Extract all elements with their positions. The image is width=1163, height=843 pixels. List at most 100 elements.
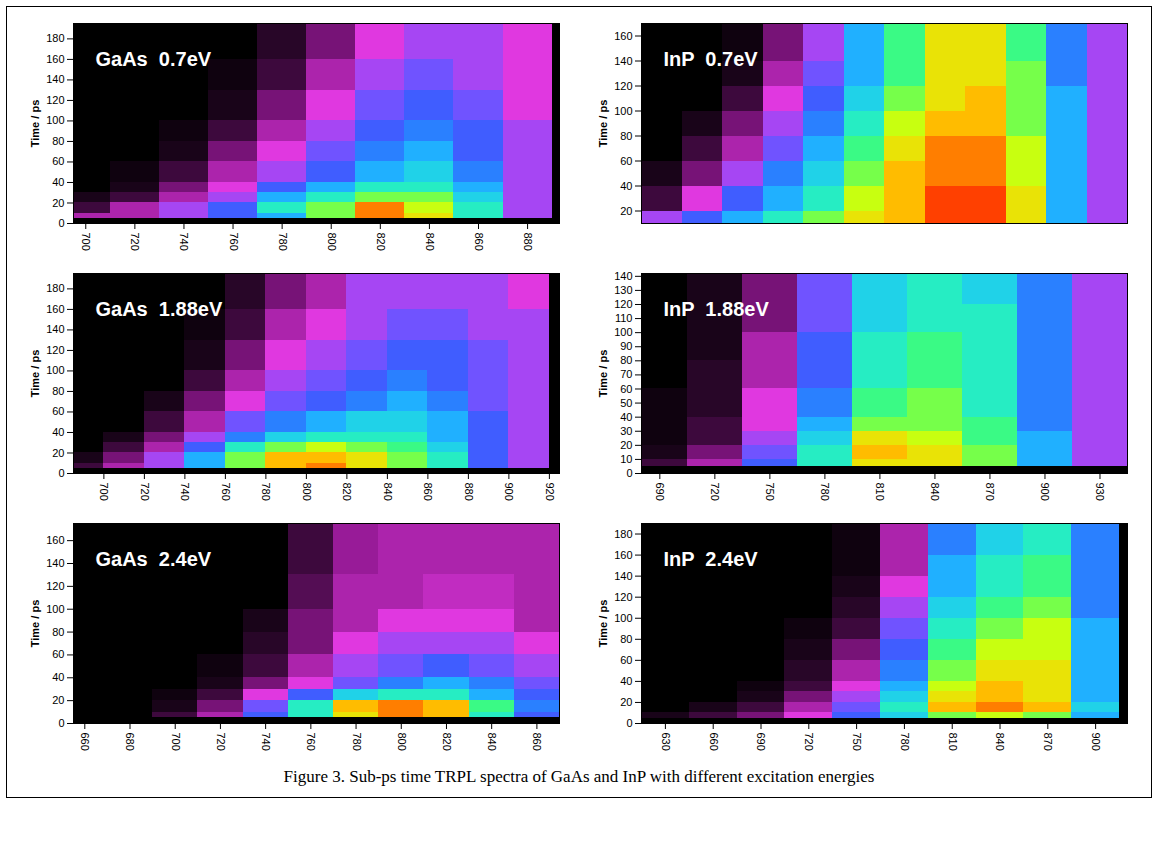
svg-text:60: 60 bbox=[620, 383, 632, 395]
svg-text:160: 160 bbox=[614, 30, 632, 42]
svg-text:140: 140 bbox=[614, 55, 632, 67]
svg-text:Time / ps: Time / ps bbox=[597, 600, 609, 647]
svg-text:20: 20 bbox=[620, 696, 632, 708]
svg-text:100: 100 bbox=[46, 603, 64, 615]
svg-text:780: 780 bbox=[899, 733, 911, 751]
svg-text:740: 740 bbox=[178, 233, 190, 251]
svg-text:870: 870 bbox=[984, 483, 996, 501]
svg-text:80: 80 bbox=[52, 385, 64, 397]
svg-text:740: 740 bbox=[179, 483, 191, 501]
svg-text:20: 20 bbox=[52, 694, 64, 706]
svg-text:700: 700 bbox=[170, 733, 182, 751]
svg-text:0: 0 bbox=[626, 467, 632, 479]
svg-text:80: 80 bbox=[52, 135, 64, 147]
svg-text:100: 100 bbox=[46, 364, 64, 376]
svg-text:40: 40 bbox=[52, 671, 64, 683]
svg-text:120: 120 bbox=[614, 80, 632, 92]
svg-text:880: 880 bbox=[522, 233, 534, 251]
svg-text:750: 750 bbox=[764, 483, 776, 501]
svg-text:880: 880 bbox=[463, 483, 475, 501]
svg-text:800: 800 bbox=[396, 733, 408, 751]
svg-text:840: 840 bbox=[929, 483, 941, 501]
svg-text:100: 100 bbox=[46, 114, 64, 126]
svg-text:Time / ps: Time / ps bbox=[29, 600, 41, 647]
svg-text:InP 0.7eV: InP 0.7eV bbox=[664, 48, 759, 70]
svg-text:20: 20 bbox=[52, 447, 64, 459]
svg-text:120: 120 bbox=[46, 580, 64, 592]
svg-text:760: 760 bbox=[305, 733, 317, 751]
svg-text:740: 740 bbox=[260, 733, 272, 751]
svg-text:140: 140 bbox=[46, 557, 64, 569]
svg-text:860: 860 bbox=[422, 483, 434, 501]
svg-text:40: 40 bbox=[52, 426, 64, 438]
svg-text:GaAs 1.88eV: GaAs 1.88eV bbox=[96, 298, 223, 320]
svg-text:60: 60 bbox=[52, 155, 64, 167]
svg-text:0: 0 bbox=[58, 717, 64, 729]
svg-text:920: 920 bbox=[544, 483, 556, 501]
svg-text:GaAs 0.7eV: GaAs 0.7eV bbox=[96, 48, 212, 70]
svg-text:40: 40 bbox=[620, 675, 632, 687]
svg-text:120: 120 bbox=[46, 94, 64, 106]
svg-text:40: 40 bbox=[620, 180, 632, 192]
svg-text:80: 80 bbox=[52, 626, 64, 638]
svg-text:60: 60 bbox=[620, 654, 632, 666]
svg-text:720: 720 bbox=[129, 233, 141, 251]
svg-text:InP 1.88eV: InP 1.88eV bbox=[664, 298, 770, 320]
svg-text:Time / ps: Time / ps bbox=[29, 350, 41, 397]
svg-text:660: 660 bbox=[708, 733, 720, 751]
svg-text:810: 810 bbox=[947, 733, 959, 751]
svg-text:750: 750 bbox=[851, 733, 863, 751]
svg-text:Time / ps: Time / ps bbox=[597, 100, 609, 147]
svg-text:180: 180 bbox=[46, 282, 64, 294]
svg-text:70: 70 bbox=[620, 368, 632, 380]
svg-text:60: 60 bbox=[620, 155, 632, 167]
svg-text:760: 760 bbox=[228, 233, 240, 251]
svg-text:20: 20 bbox=[620, 439, 632, 451]
svg-text:780: 780 bbox=[277, 233, 289, 251]
svg-text:660: 660 bbox=[79, 733, 91, 751]
svg-text:760: 760 bbox=[220, 483, 232, 501]
svg-text:40: 40 bbox=[620, 411, 632, 423]
svg-text:780: 780 bbox=[819, 483, 831, 501]
svg-text:180: 180 bbox=[614, 528, 632, 540]
svg-text:840: 840 bbox=[486, 733, 498, 751]
svg-text:720: 720 bbox=[215, 733, 227, 751]
svg-text:840: 840 bbox=[995, 733, 1007, 751]
svg-text:700: 700 bbox=[80, 233, 92, 251]
svg-text:20: 20 bbox=[620, 205, 632, 217]
svg-text:InP 2.4eV: InP 2.4eV bbox=[664, 548, 759, 570]
svg-text:860: 860 bbox=[531, 733, 543, 751]
svg-text:840: 840 bbox=[424, 233, 436, 251]
svg-text:Time / ps: Time / ps bbox=[597, 350, 609, 397]
svg-text:800: 800 bbox=[301, 483, 313, 501]
svg-text:100: 100 bbox=[614, 612, 632, 624]
svg-text:690: 690 bbox=[755, 733, 767, 751]
svg-text:80: 80 bbox=[620, 633, 632, 645]
svg-text:780: 780 bbox=[351, 733, 363, 751]
svg-text:820: 820 bbox=[341, 483, 353, 501]
svg-text:0: 0 bbox=[58, 217, 64, 229]
svg-text:630: 630 bbox=[660, 733, 672, 751]
svg-text:900: 900 bbox=[1039, 483, 1051, 501]
svg-text:700: 700 bbox=[98, 483, 110, 501]
svg-text:720: 720 bbox=[139, 483, 151, 501]
svg-text:60: 60 bbox=[52, 648, 64, 660]
svg-text:120: 120 bbox=[614, 298, 632, 310]
svg-text:160: 160 bbox=[46, 53, 64, 65]
svg-text:110: 110 bbox=[615, 312, 633, 324]
svg-text:900: 900 bbox=[503, 483, 515, 501]
svg-text:100: 100 bbox=[614, 326, 632, 338]
svg-text:690: 690 bbox=[654, 483, 666, 501]
svg-text:10: 10 bbox=[620, 453, 632, 465]
svg-text:160: 160 bbox=[614, 549, 632, 561]
svg-text:50: 50 bbox=[620, 397, 632, 409]
svg-text:140: 140 bbox=[614, 570, 632, 582]
svg-text:720: 720 bbox=[709, 483, 721, 501]
svg-text:40: 40 bbox=[52, 176, 64, 188]
svg-text:60: 60 bbox=[52, 405, 64, 417]
svg-text:90: 90 bbox=[620, 340, 632, 352]
svg-text:680: 680 bbox=[124, 733, 136, 751]
svg-text:30: 30 bbox=[620, 425, 632, 437]
svg-text:100: 100 bbox=[614, 105, 632, 117]
svg-text:860: 860 bbox=[473, 233, 485, 251]
